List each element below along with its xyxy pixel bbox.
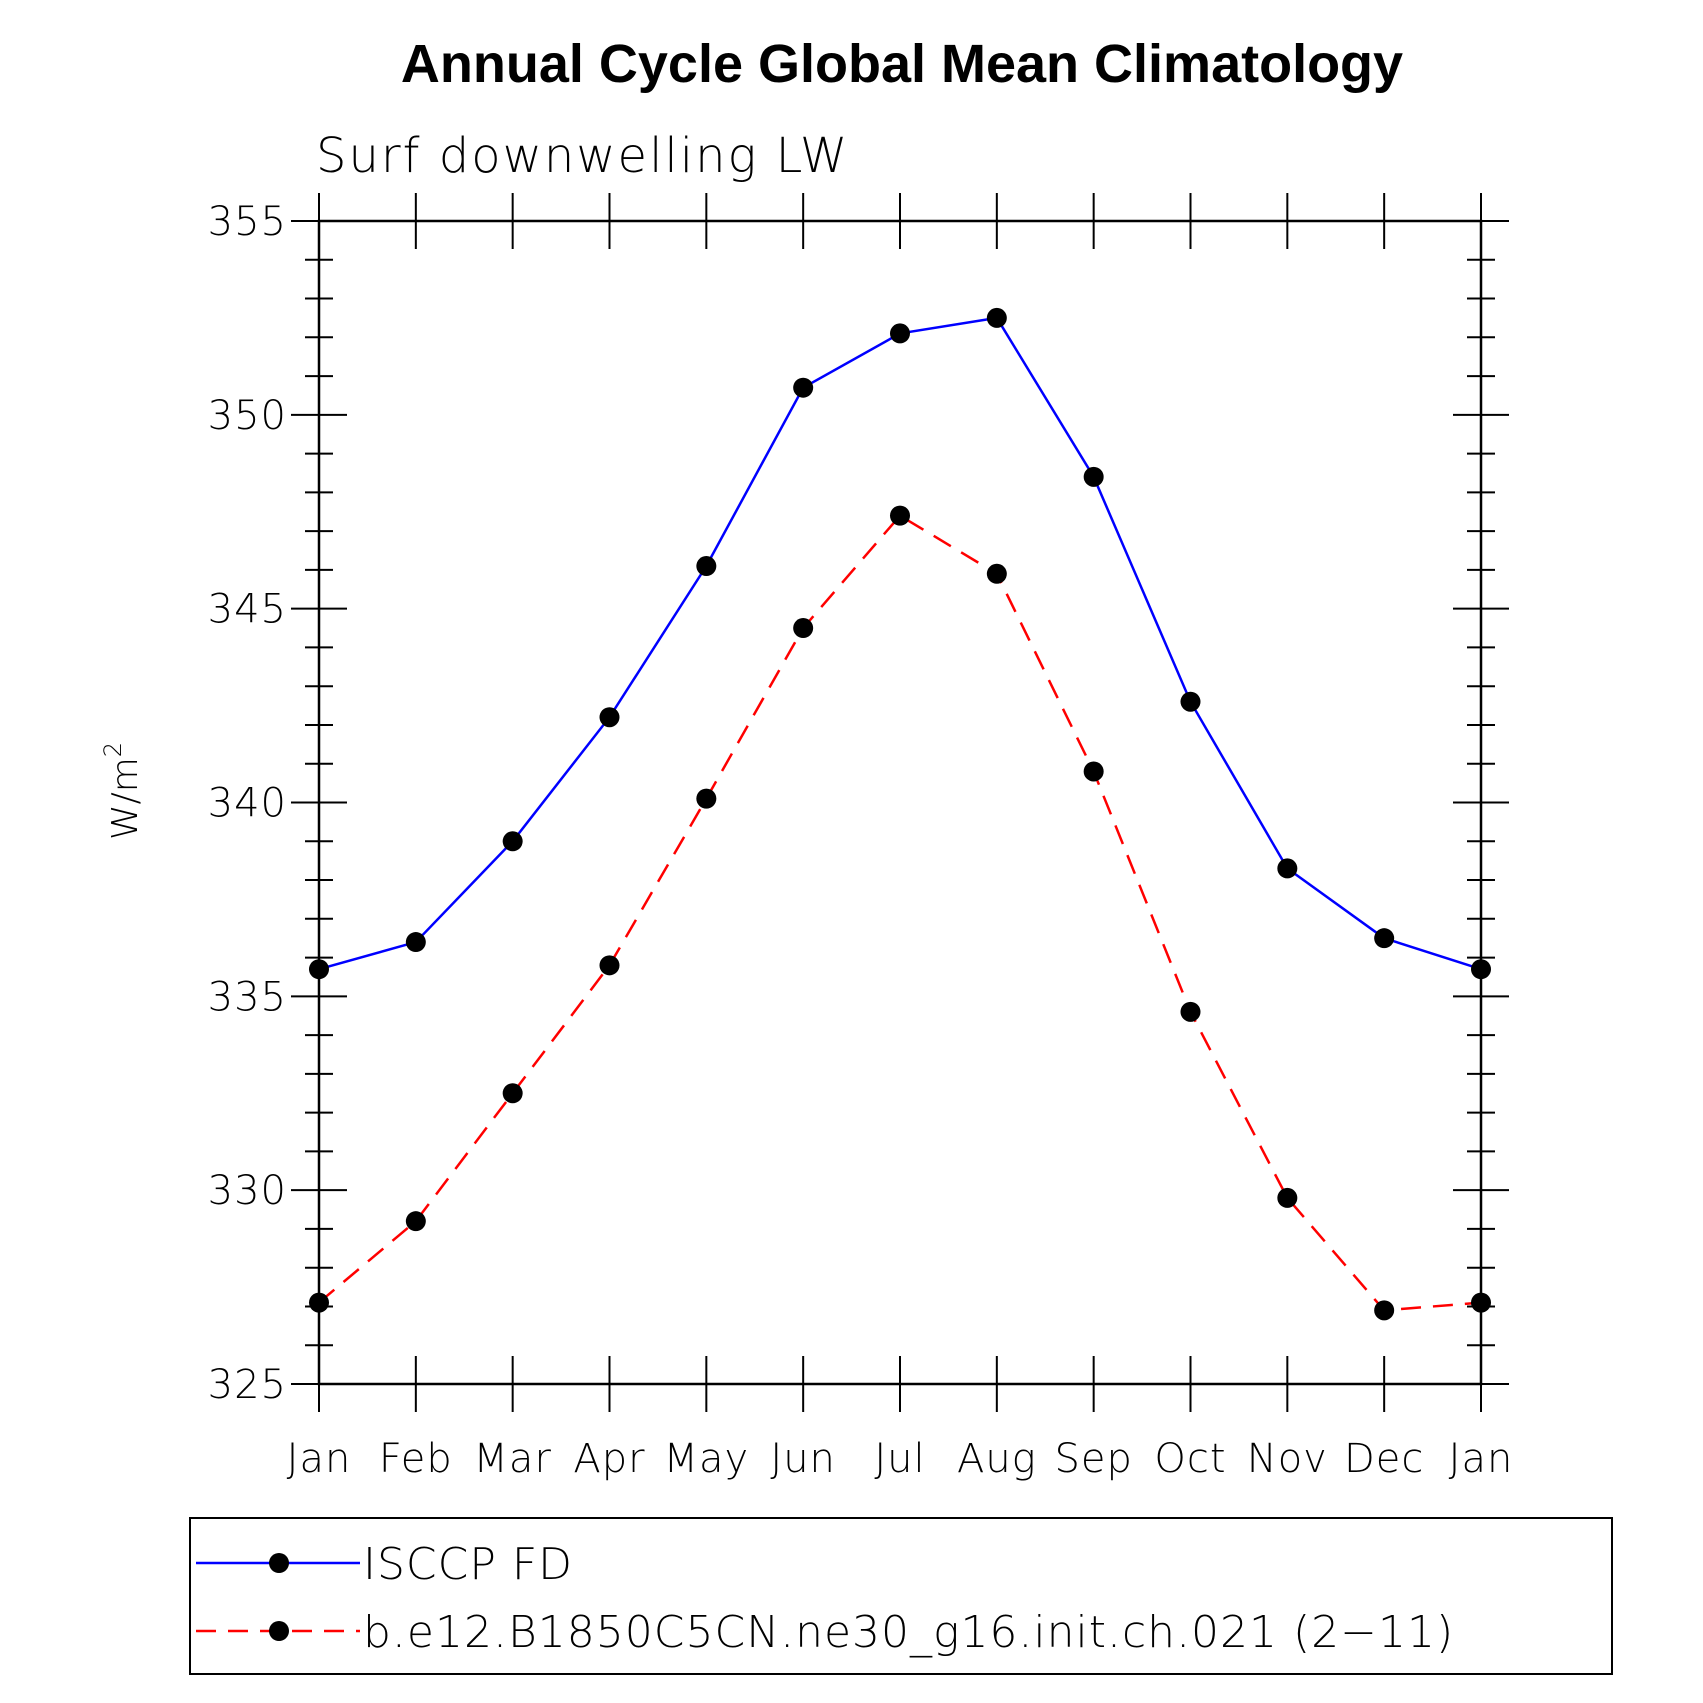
series-line-1 <box>318 316 1482 971</box>
series-2-point <box>1180 1001 1201 1022</box>
series-1-point <box>793 377 814 398</box>
x-tick-label: May <box>663 1436 749 1482</box>
legend-label-2: b.e12.B1850C5CN.ne30_g16.init.ch.021 (2−… <box>363 1607 1454 1658</box>
series-1-point <box>502 831 523 852</box>
legend: ISCCP FD b.e12.B1850C5CN.ne30_g16.init.ch… <box>189 1517 1613 1675</box>
series-1-point <box>309 959 329 980</box>
series-2-point <box>890 505 910 526</box>
y-axis-label-text: W/m <box>105 757 146 840</box>
series-1-point <box>1083 466 1104 487</box>
y-tick-labels: 325 330 335 340 345 350 355 <box>208 199 287 1408</box>
y-tick-label: 350 <box>208 393 287 439</box>
series-layer <box>309 307 1491 1321</box>
series-2-point <box>986 563 1007 584</box>
series-2-point <box>599 955 620 976</box>
series-1-point <box>986 307 1007 328</box>
x-tick-label: Feb <box>379 1436 453 1482</box>
x-tick-label: Jul <box>874 1436 925 1482</box>
series-2-point <box>502 1083 523 1104</box>
legend-marker-1 <box>269 1553 289 1573</box>
series-1-point <box>890 323 910 344</box>
series-line-2 <box>318 514 1482 1312</box>
x-tick-label: Jan <box>1449 1436 1514 1482</box>
series-1-point <box>1180 691 1201 712</box>
series-2-point <box>696 788 717 809</box>
series-2-point <box>1374 1300 1395 1321</box>
y-axis-label: W/m2 <box>99 742 146 840</box>
x-tick-label: Aug <box>957 1436 1037 1482</box>
legend-items: ISCCP FD b.e12.B1850C5CN.ne30_g16.init.ch… <box>196 1539 1454 1658</box>
series-1-point <box>696 556 717 577</box>
series-1-point <box>1374 928 1395 949</box>
y-tick-label: 340 <box>208 781 287 827</box>
x-tick-label: Mar <box>473 1436 551 1482</box>
axis-ticks <box>291 193 1509 1412</box>
x-tick-label: Oct <box>1154 1436 1226 1482</box>
y-tick-label: 355 <box>208 199 287 245</box>
series-2-point <box>793 618 814 639</box>
legend-marker-2 <box>269 1621 289 1641</box>
chart-subtitle: Surf downwelling LW <box>316 128 849 184</box>
legend-box <box>189 1517 1613 1675</box>
legend-label-1: ISCCP FD <box>363 1539 573 1590</box>
plot-frame <box>317 219 1483 1386</box>
series-2-point <box>1471 1292 1491 1313</box>
x-tick-label: Jan <box>287 1436 352 1482</box>
series-1-point <box>599 707 620 728</box>
y-tick-label: 335 <box>208 974 287 1020</box>
series-1-point <box>1471 959 1491 980</box>
y-tick-label: 330 <box>208 1168 287 1214</box>
x-tick-label: Jun <box>770 1436 836 1482</box>
y-tick-label: 325 <box>208 1362 287 1408</box>
x-tick-labels: Jan Feb Mar Apr May Jun Jul Aug Sep Oct Nov Dec Jan <box>287 1436 1514 1482</box>
chart-title: Annual Cycle Global Mean Climatology <box>401 34 1403 94</box>
y-axis-label-superscript: 2 <box>99 742 127 757</box>
series-2-point <box>405 1211 426 1232</box>
svg-text:W/m2: W/m2 <box>99 742 146 840</box>
series-1-point <box>405 932 426 953</box>
series-2-point <box>1083 761 1104 782</box>
series-2-point <box>309 1292 329 1313</box>
x-tick-label: Apr <box>573 1436 645 1482</box>
series-2-point <box>1277 1187 1298 1208</box>
x-tick-label: Sep <box>1054 1436 1132 1482</box>
series-1-point <box>1277 858 1298 879</box>
y-tick-label: 345 <box>208 587 287 633</box>
x-tick-label: Nov <box>1247 1436 1328 1482</box>
x-tick-label: Dec <box>1344 1436 1424 1482</box>
